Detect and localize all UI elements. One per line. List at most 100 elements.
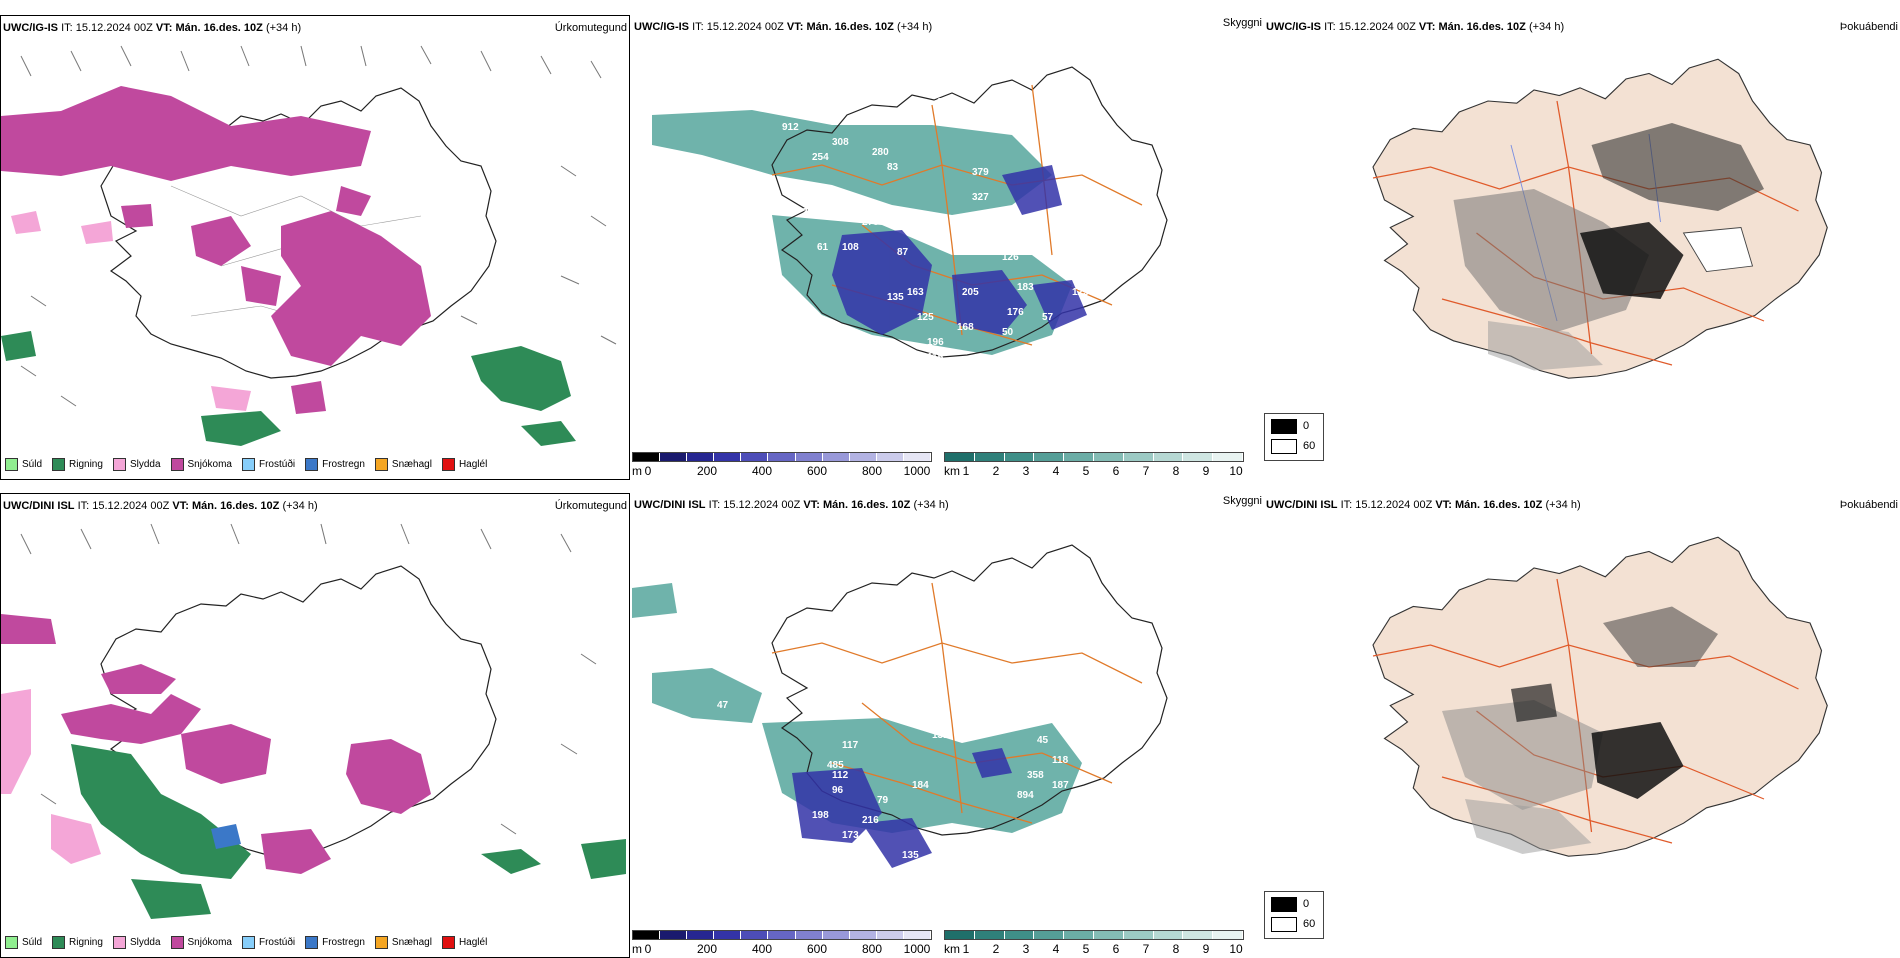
cloud-base-label: 87 (897, 247, 909, 258)
visibility-tick: 10 (1229, 464, 1243, 478)
visibility-colorbar: km 1 2 3 4 5 6 7 8 9 10 (944, 452, 1244, 478)
fog-legend: 0 60 (1264, 413, 1324, 461)
visibility-tick: 3 (1022, 464, 1030, 478)
legend-item: Slydda (112, 936, 161, 949)
visibility-tick: 7 (1142, 942, 1150, 956)
legend-item: Rigning (52, 936, 103, 949)
cloud-base-label: 112 (832, 770, 849, 781)
visibility-tick: 3 (1022, 942, 1030, 956)
cloud-base-label: 330 (847, 332, 864, 343)
precip-type-map (1, 45, 617, 446)
fog-legend: 0 60 (1264, 891, 1324, 939)
height-tick: 400 (751, 942, 773, 956)
fog-index-panel-1: UWC/IG-IS IT: 15.12.2024 00Z VT: Mán. 16… (1264, 15, 1900, 480)
cloud-base-label: 485 (827, 760, 844, 771)
precip-legend: Súld Rigning Slydda Snjókoma Frostúði Fr… (5, 458, 487, 471)
wind-barbs (20, 523, 597, 835)
visibility-tick: 8 (1172, 942, 1180, 956)
cloud-base-label: 280 (872, 147, 889, 158)
cloud-base-label: 135 (902, 850, 919, 861)
cloud-base-label: 60 (912, 357, 924, 368)
visibility-panel-2: UWC/DINI ISL IT: 15.12.2024 00Z VT: Mán.… (632, 493, 1262, 958)
legend-swatch (112, 936, 126, 949)
visibility-tick: 7 (1142, 464, 1150, 478)
legend-item: Snjókoma (170, 936, 232, 949)
cloud-base-label: 118 (1052, 755, 1069, 766)
fog-legend-high: 60 (1303, 440, 1316, 452)
visibility-tick: 9 (1202, 942, 1210, 956)
legend-item: Haglél (441, 458, 487, 471)
precip-type-panel-2: UWC/DINI ISL IT: 15.12.2024 00Z VT: Mán.… (0, 493, 630, 958)
panel-header: UWC/DINI ISL IT: 15.12.2024 00Z VT: Mán.… (634, 499, 949, 511)
visibility-tick: 9 (1202, 464, 1210, 478)
visibility-tick: 4 (1052, 464, 1060, 478)
legend-swatch (52, 936, 66, 949)
legend-item: Rigning (52, 458, 103, 471)
cloud-base-label: 57 (1042, 312, 1054, 323)
visibility-tick: 5 (1082, 942, 1090, 956)
legend-item: Snjókoma (170, 458, 232, 471)
cloud-base-label: 327 (972, 192, 989, 203)
cloud-base-label: 198 (812, 810, 829, 821)
cloud-base-label: 168 (957, 322, 974, 333)
cloud-ceiling-blue (832, 165, 1087, 335)
height-tick: 200 (696, 464, 718, 478)
snow-areas (1, 614, 431, 874)
cloud-base-label: 108 (842, 242, 859, 253)
panel-title: Skyggni (1222, 17, 1262, 29)
legend-swatch (112, 458, 126, 471)
panel-title: Úrkomutegund (554, 22, 627, 34)
cloud-base-label: 254 (812, 152, 829, 163)
cloud-base-label: 205 (962, 287, 979, 298)
legend-swatch (170, 936, 184, 949)
cloud-base-label: 123 (1072, 287, 1089, 298)
height-tick: 0 (644, 464, 652, 478)
legend-swatch (170, 458, 184, 471)
cloud-base-label: 253 (937, 97, 954, 108)
cloud-base-label: 308 (832, 137, 849, 148)
legend-swatch (305, 936, 319, 949)
cloud-base-label: 912 (782, 122, 799, 133)
visibility-tick: 4 (1052, 942, 1060, 956)
snow-areas (1, 86, 431, 414)
visibility-tick: 8 (1172, 464, 1180, 478)
sleet-areas (1, 689, 101, 864)
cloud-base-label: 79 (877, 795, 889, 806)
height-colorbar-swatches (632, 452, 932, 462)
legend-swatch (5, 458, 18, 471)
cloud-base-label: 82 (932, 217, 944, 228)
cloud-base-label: 261 (802, 207, 819, 218)
cloud-base-label: 184 (912, 780, 929, 791)
visibility-tick: 6 (1112, 942, 1120, 956)
visibility-panel-1: UWC/IG-IS IT: 15.12.2024 00Z VT: Mán. 16… (632, 15, 1262, 480)
legend-item: Slydda (112, 458, 161, 471)
cloud-base-label: 379 (972, 167, 989, 178)
height-tick: 400 (751, 464, 773, 478)
cloud-base-label: 135 (887, 292, 904, 303)
height-tick: 200 (696, 942, 718, 956)
height-tick: 600 (806, 942, 828, 956)
height-tick: 800 (861, 464, 883, 478)
fog-index-panel-2: UWC/DINI ISL IT: 15.12.2024 00Z VT: Mán.… (1264, 493, 1900, 958)
cloud-base-label: 96 (832, 785, 844, 796)
cloud-base-label: 115 (927, 352, 944, 363)
legend-swatch (441, 458, 455, 471)
fog-legend-low: 0 (1303, 898, 1310, 910)
legend-item: Frostúði (241, 936, 295, 949)
cloud-base-label: 212 (987, 905, 1004, 916)
cloud-base-label: 216 (862, 815, 879, 826)
visibility-colorbar-swatches (944, 930, 1244, 940)
legend-swatch (241, 936, 255, 949)
cloud-base-label: 988 (762, 710, 779, 721)
legend-item: Snæhagl (374, 936, 432, 949)
visibility-colorbar-swatches (944, 452, 1244, 462)
cloud-base-label: 141 (1017, 232, 1034, 243)
height-colorbar: m 0 200 400 600 800 1000 (632, 452, 932, 478)
visibility-tick: 10 (1229, 942, 1243, 956)
visibility-tick: 1 (962, 464, 970, 478)
fog-grey-areas (1442, 606, 1718, 854)
cloud-base-label: 173 (1002, 222, 1019, 233)
cloud-base-label: 278 (862, 217, 879, 228)
